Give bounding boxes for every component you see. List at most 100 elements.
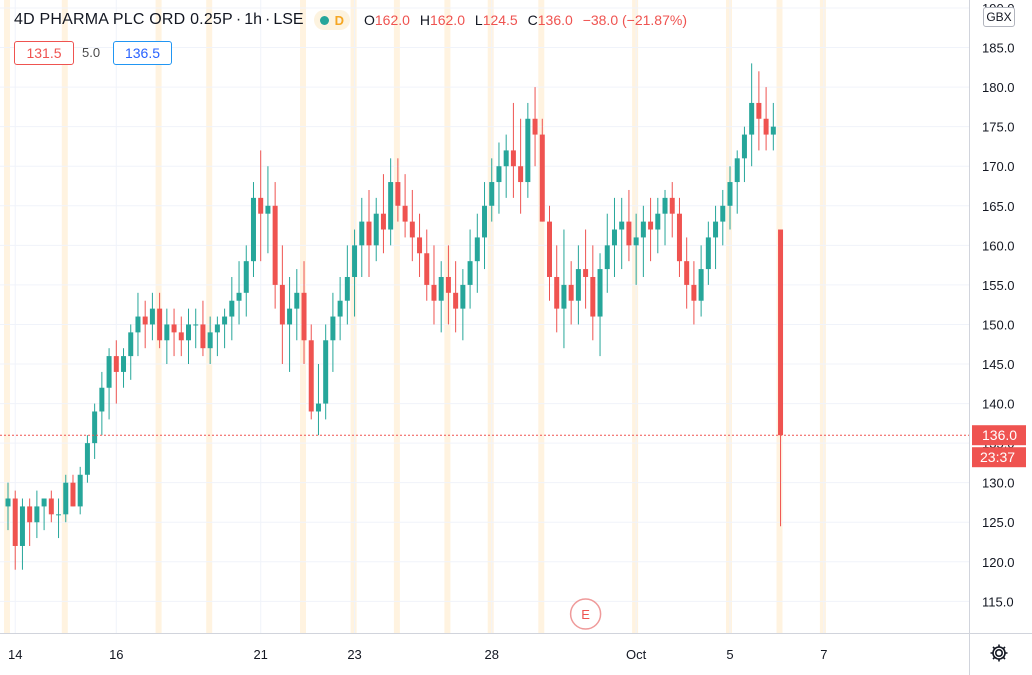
candle	[770, 102, 776, 151]
candle	[525, 102, 531, 198]
candle-body	[597, 269, 603, 317]
candle-body	[561, 284, 567, 309]
candle	[171, 308, 177, 357]
candle-body	[626, 221, 632, 246]
candle-body	[48, 498, 54, 515]
candle-body	[323, 340, 329, 404]
candle	[315, 364, 321, 436]
candle-body	[395, 182, 401, 206]
candle-body	[250, 197, 256, 262]
session-band	[726, 0, 732, 633]
candle	[70, 474, 76, 507]
price-tick-label: 125.0	[982, 515, 1015, 530]
candle	[330, 292, 336, 372]
candle	[626, 189, 632, 262]
candle	[691, 261, 697, 325]
candle	[229, 276, 235, 341]
time-tick-label: 21	[253, 647, 267, 662]
candle-body	[149, 308, 155, 325]
candle-body	[438, 276, 444, 301]
candle-body	[294, 292, 300, 309]
candle	[164, 308, 170, 365]
candle	[200, 300, 206, 357]
market-status-pill[interactable]: D	[313, 10, 350, 30]
time-tick-label: 5	[726, 647, 733, 662]
candle	[279, 245, 285, 365]
candle	[265, 166, 271, 254]
candle-body	[482, 205, 488, 238]
candle	[214, 316, 220, 357]
candle-body	[734, 158, 740, 183]
candle	[417, 213, 423, 277]
candle-body	[337, 300, 343, 317]
candle-body	[200, 324, 206, 349]
candle-body	[27, 506, 33, 523]
ohlc-values: O162.0 H162.0 L124.5 C136.0 −38.0 (−21.8…	[364, 12, 693, 28]
candle	[337, 276, 343, 341]
price-tick-label: 115.0	[982, 594, 1014, 609]
candle-body	[142, 316, 148, 325]
candle	[92, 403, 98, 459]
candle	[438, 261, 444, 333]
delayed-data-badge: D	[334, 12, 344, 28]
candle	[518, 118, 524, 214]
candle	[106, 348, 112, 420]
candle	[575, 245, 581, 325]
candle	[547, 205, 552, 301]
last-price-label-bg	[972, 425, 1026, 446]
legend-separator: ·	[265, 11, 271, 28]
gear-icon[interactable]	[988, 642, 1010, 664]
candle	[135, 292, 141, 357]
candle	[243, 245, 249, 317]
candle	[193, 308, 199, 349]
candle	[474, 213, 480, 293]
open-label: O	[364, 12, 375, 28]
candle-body	[315, 403, 321, 412]
candle-body	[431, 284, 437, 301]
symbol-title[interactable]: 4D PHARMA PLC ORD 0.25P	[14, 11, 233, 28]
candle-body	[611, 229, 617, 246]
exchange-label: LSE	[273, 11, 304, 28]
candle	[294, 269, 300, 341]
time-axis: 14 16 21 23 28 Oct 5 7	[8, 647, 827, 662]
candle	[467, 229, 473, 309]
candle-body	[640, 221, 646, 238]
time-tick-label: 16	[109, 647, 123, 662]
candle	[113, 340, 119, 404]
candle	[640, 205, 646, 277]
candle	[597, 253, 603, 357]
candle-body	[727, 182, 733, 206]
spread-value: 5.0	[82, 45, 101, 60]
candle	[56, 498, 62, 539]
candle-body	[720, 205, 726, 222]
time-tick-label: 14	[8, 647, 22, 662]
candle-body	[330, 316, 336, 341]
candle	[344, 245, 350, 325]
candle-body	[279, 284, 285, 325]
candle	[142, 300, 148, 349]
price-tick-label: 145.0	[982, 357, 1015, 372]
candle	[373, 197, 379, 262]
sell-price-button[interactable]: 131.5	[14, 41, 74, 65]
candle	[402, 174, 408, 238]
price-tick-label: 130.0	[982, 476, 1015, 491]
currency-button[interactable]: GBX	[983, 7, 1015, 27]
session-band	[393, 0, 400, 633]
status-dot-icon	[319, 15, 329, 25]
time-tick-label: 23	[347, 647, 361, 662]
interval-label[interactable]: 1h	[244, 11, 263, 28]
candle	[12, 490, 18, 570]
earnings-event-marker[interactable]: E	[569, 598, 602, 630]
candle-body	[34, 506, 40, 523]
price-axis: 115.0120.0125.0130.0135.0140.0145.0150.0…	[982, 1, 1015, 609]
candle	[503, 134, 509, 198]
candle	[611, 197, 617, 277]
candle-body	[496, 166, 502, 183]
countdown-bg	[972, 447, 1026, 468]
buy-price-button[interactable]: 136.5	[113, 41, 172, 65]
candle	[489, 158, 495, 222]
candle	[590, 245, 596, 341]
price-tick-label: 165.0	[982, 199, 1015, 214]
candle-body	[648, 221, 654, 230]
